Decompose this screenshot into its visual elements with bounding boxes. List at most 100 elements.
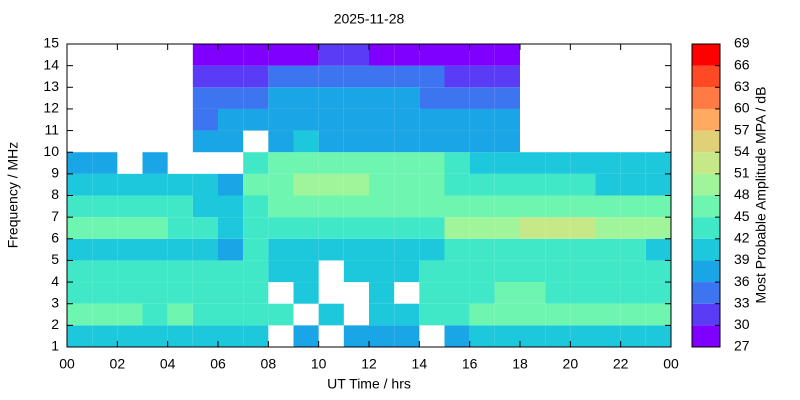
heat-cell [494,238,520,261]
heat-cell [494,217,520,239]
heat-cell [218,130,244,153]
heat-cell [268,130,294,153]
y-tick-label: 15 [43,35,59,51]
heat-cell [570,152,596,174]
heat-cell [167,173,193,196]
heat-cell [67,152,93,174]
heat-cell [469,65,495,88]
colorbar-segment [692,282,720,304]
heat-cell [167,282,193,304]
heat-cell [343,65,369,88]
heat-cell [469,173,495,196]
heat-cell [117,217,143,239]
heat-cell [343,108,369,131]
heat-cell [369,325,395,347]
heat-cell [595,173,621,196]
heat-cell [318,217,344,239]
x-tick-label: 14 [412,356,428,372]
heat-cell [369,65,395,88]
heat-cell [444,108,470,131]
heat-cell [620,152,646,174]
heat-cell [520,217,546,239]
heat-cell [192,260,218,283]
heat-cell [444,130,470,153]
heat-cell [243,303,269,326]
heat-cell [394,173,420,196]
heat-cell [469,108,495,131]
heat-cell [394,44,420,66]
heat-cell [243,152,269,174]
colorbar-tick-label: 27 [734,338,750,354]
heat-cell [494,325,520,347]
heat-cell [117,260,143,283]
heat-cell [67,282,93,304]
heat-cell [92,217,118,239]
x-tick-label: 12 [361,356,377,372]
heat-cell [67,260,93,283]
heat-cell [419,282,445,304]
heat-cell [92,238,118,261]
heat-cell [570,325,596,347]
heat-cell [318,303,344,326]
colorbar-segment [692,303,720,326]
heat-cell [419,238,445,261]
heat-cell [142,195,168,218]
heat-cell [620,238,646,261]
heat-cell [293,108,319,131]
heat-cell [293,87,319,109]
heat-cell [494,260,520,283]
heat-cell [369,87,395,109]
heat-cell [444,44,470,66]
heat-cell [117,303,143,326]
colorbar-tick-label: 30 [734,316,750,332]
heat-cell [620,217,646,239]
heat-cell [218,217,244,239]
heat-cell [469,217,495,239]
heat-cell [595,238,621,261]
heat-cell [318,108,344,131]
chart-title: 2025-11-28 [334,11,405,27]
heat-cell [520,303,546,326]
heat-cell [192,65,218,88]
heat-cell [268,195,294,218]
heat-cell [595,260,621,283]
heat-cell [444,173,470,196]
heat-cell [645,217,671,239]
heat-cell [444,87,470,109]
heat-cell [293,260,319,283]
heat-cell [268,173,294,196]
heat-cell [520,238,546,261]
colorbar-segment [692,195,720,218]
heat-cell [444,282,470,304]
heat-cell [167,195,193,218]
heat-cell [545,195,571,218]
heat-cell [394,195,420,218]
heat-cell [117,238,143,261]
heat-cell [545,238,571,261]
heat-cell [520,173,546,196]
heat-cell [645,282,671,304]
heat-cell [318,238,344,261]
heat-cell [142,260,168,283]
colorbar-segment [692,44,720,66]
heat-cell [192,130,218,153]
heat-cell [243,173,269,196]
heat-cell [520,195,546,218]
heat-cell [620,303,646,326]
y-tick-label: 10 [43,143,59,159]
heat-cell [595,303,621,326]
heat-cell [243,260,269,283]
colorbar-segment [692,260,720,283]
heat-cell [192,87,218,109]
x-axis-label: UT Time / hrs [327,376,411,392]
heat-cell [545,282,571,304]
heat-cell [570,173,596,196]
colorbar-tick-label: 69 [734,35,750,51]
colorbar-segment [692,87,720,109]
colorbar-segment [692,152,720,174]
heat-cell [419,44,445,66]
heat-cell [218,195,244,218]
heat-cell [520,325,546,347]
heat-cell [620,260,646,283]
